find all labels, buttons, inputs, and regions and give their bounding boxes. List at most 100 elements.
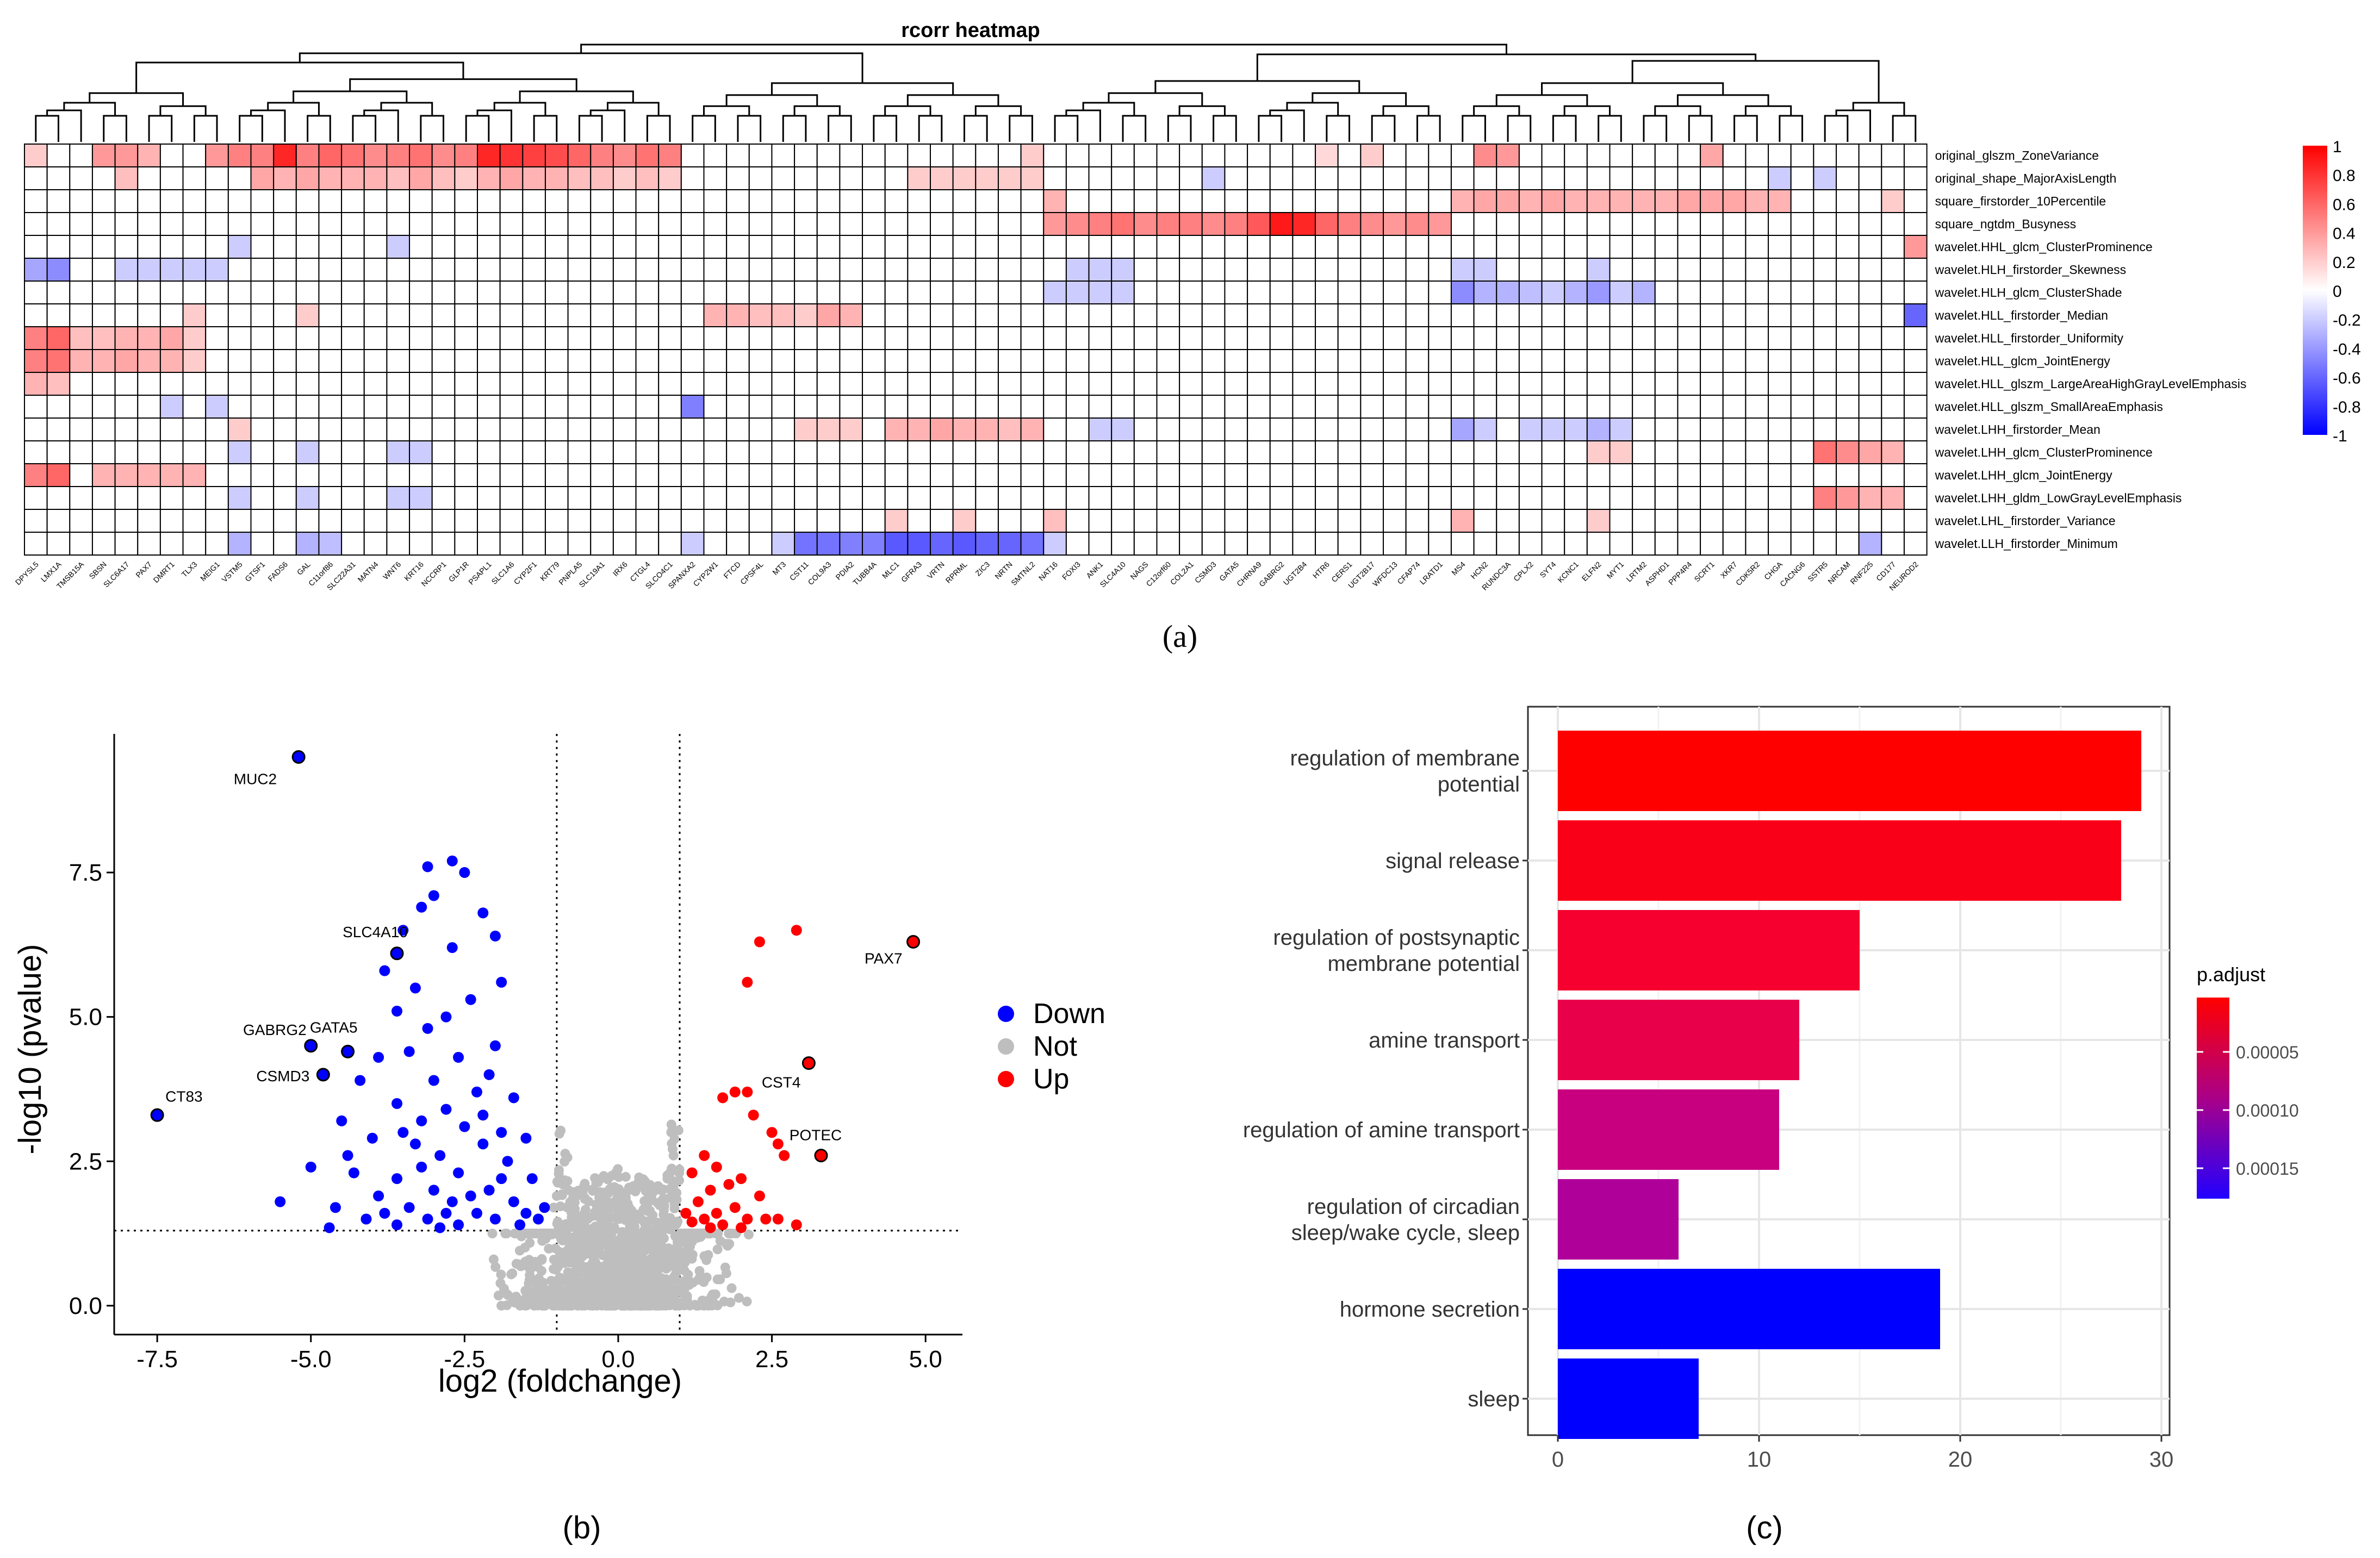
heatmap-cell <box>862 463 886 487</box>
heatmap-cell <box>318 144 343 167</box>
heatmap-cell <box>1609 258 1633 282</box>
heatmap-cell <box>1065 189 1090 213</box>
volcano-point-not <box>601 1225 611 1235</box>
heatmap-cell <box>816 372 841 396</box>
volcano-point-down <box>379 965 390 976</box>
heatmap-cell <box>703 395 728 419</box>
heatmap-cell <box>431 372 456 396</box>
heatmap-cell <box>1111 532 1135 556</box>
heatmap-cell <box>1201 417 1226 441</box>
heatmap-cell <box>499 486 524 510</box>
heatmap-cell <box>1450 349 1475 373</box>
dendrogram-branch <box>1507 115 1532 142</box>
heatmap-cell <box>907 532 931 556</box>
heatmap-cell <box>1247 349 1271 373</box>
heatmap-cell <box>1881 303 1905 327</box>
heatmap-cell <box>250 395 275 419</box>
volcano-labeled-point <box>801 1056 816 1070</box>
heatmap-cell <box>771 372 796 396</box>
heatmap-cell <box>930 463 954 487</box>
volcano-point-not <box>555 1300 566 1310</box>
heatmap-cell <box>1677 303 1701 327</box>
heatmap-cell <box>1903 281 1928 304</box>
heatmap-cell <box>1405 303 1430 327</box>
heatmap-cell <box>250 235 275 259</box>
heatmap-cell <box>386 440 411 464</box>
volcano-point-not <box>626 1227 637 1238</box>
heatmap-cell <box>952 235 977 259</box>
heatmap-cell <box>318 189 343 213</box>
heatmap-cell <box>363 349 388 373</box>
heatmap-cell <box>884 417 909 441</box>
heatmap-cell <box>386 532 411 556</box>
heatmap-cell <box>24 486 48 510</box>
heatmap-cell <box>46 144 71 167</box>
heatmap-cell <box>1043 395 1067 419</box>
heatmap-cell <box>1903 235 1928 259</box>
enrichment-term-label: sleep/wake cycle, sleep <box>1291 1221 1520 1245</box>
heatmap-cell <box>454 326 478 350</box>
heatmap-cell <box>69 281 93 304</box>
heatmap-cell <box>748 303 773 327</box>
heatmap-cell <box>1360 235 1384 259</box>
heatmap-cell <box>748 417 773 441</box>
heatmap-cell <box>612 303 637 327</box>
heatmap-cell <box>24 509 48 533</box>
heatmap-cell <box>273 166 297 190</box>
dendrogram-branch <box>89 92 184 107</box>
heatmap-cell <box>1428 189 1452 213</box>
heatmap-cell <box>1315 349 1339 373</box>
heatmap-cell <box>1405 281 1430 304</box>
volcano-point-not <box>679 1229 689 1239</box>
heatmap-cell <box>771 395 796 419</box>
heatmap-cell <box>1247 212 1271 236</box>
heatmap-cell <box>1315 281 1339 304</box>
volcano-point-not <box>560 1149 570 1159</box>
heatmap-cell <box>137 440 161 464</box>
heatmap-cell <box>1541 532 1565 556</box>
heatmap-cell <box>930 532 954 556</box>
heatmap-cell <box>386 509 411 533</box>
heatmap-cell <box>91 372 116 396</box>
heatmap-cell <box>1405 166 1430 190</box>
heatmap-cell <box>69 440 93 464</box>
volcano-x-tick-label: 5.0 <box>909 1346 942 1373</box>
heatmap-cell <box>816 144 841 167</box>
heatmap-cell <box>227 326 252 350</box>
heatmap-color-legend: 10.80.60.40.20-0.2-0.4-0.6-0.8-1 <box>2303 138 2361 445</box>
heatmap-cell <box>1518 212 1543 236</box>
dendrogram-branch <box>1108 92 1203 107</box>
heatmap-cell <box>997 372 1022 396</box>
heatmap-cell <box>680 509 705 533</box>
heatmap-cell <box>522 258 546 282</box>
heatmap-cell <box>1677 166 1701 190</box>
heatmap-cell <box>1065 212 1090 236</box>
heatmap-cell <box>182 189 207 213</box>
heatmap-cell <box>1450 395 1475 419</box>
heatmap-cell <box>952 166 977 190</box>
heatmap-cell <box>182 463 207 487</box>
heatmap-cell <box>816 166 841 190</box>
heatmap-cell <box>703 417 728 441</box>
heatmap-cell <box>91 509 116 533</box>
heatmap-cell <box>544 212 569 236</box>
heatmap-cell <box>1858 395 1882 419</box>
heatmap-cell <box>273 440 297 464</box>
heatmap-cell <box>1179 349 1203 373</box>
heatmap-row-label: wavelet.LLH_firstorder_Minimum <box>1935 537 2118 551</box>
heatmap-cell <box>1315 417 1339 441</box>
heatmap-cell <box>137 326 161 350</box>
heatmap-cell <box>363 326 388 350</box>
heatmap-cell <box>522 326 546 350</box>
p-adjust-legend-tick: 0.00010 <box>2236 1101 2299 1120</box>
volcano-point-down <box>477 1138 489 1150</box>
heatmap-cell <box>839 532 863 556</box>
heatmap-cell <box>1722 166 1747 190</box>
heatmap-cell <box>907 395 931 419</box>
heatmap-cell <box>431 395 456 419</box>
heatmap-cell <box>1224 486 1248 510</box>
heatmap-cell <box>1654 463 1679 487</box>
heatmap-cell <box>658 395 682 419</box>
heatmap-cell <box>1768 440 1792 464</box>
heatmap-cell <box>1020 372 1045 396</box>
